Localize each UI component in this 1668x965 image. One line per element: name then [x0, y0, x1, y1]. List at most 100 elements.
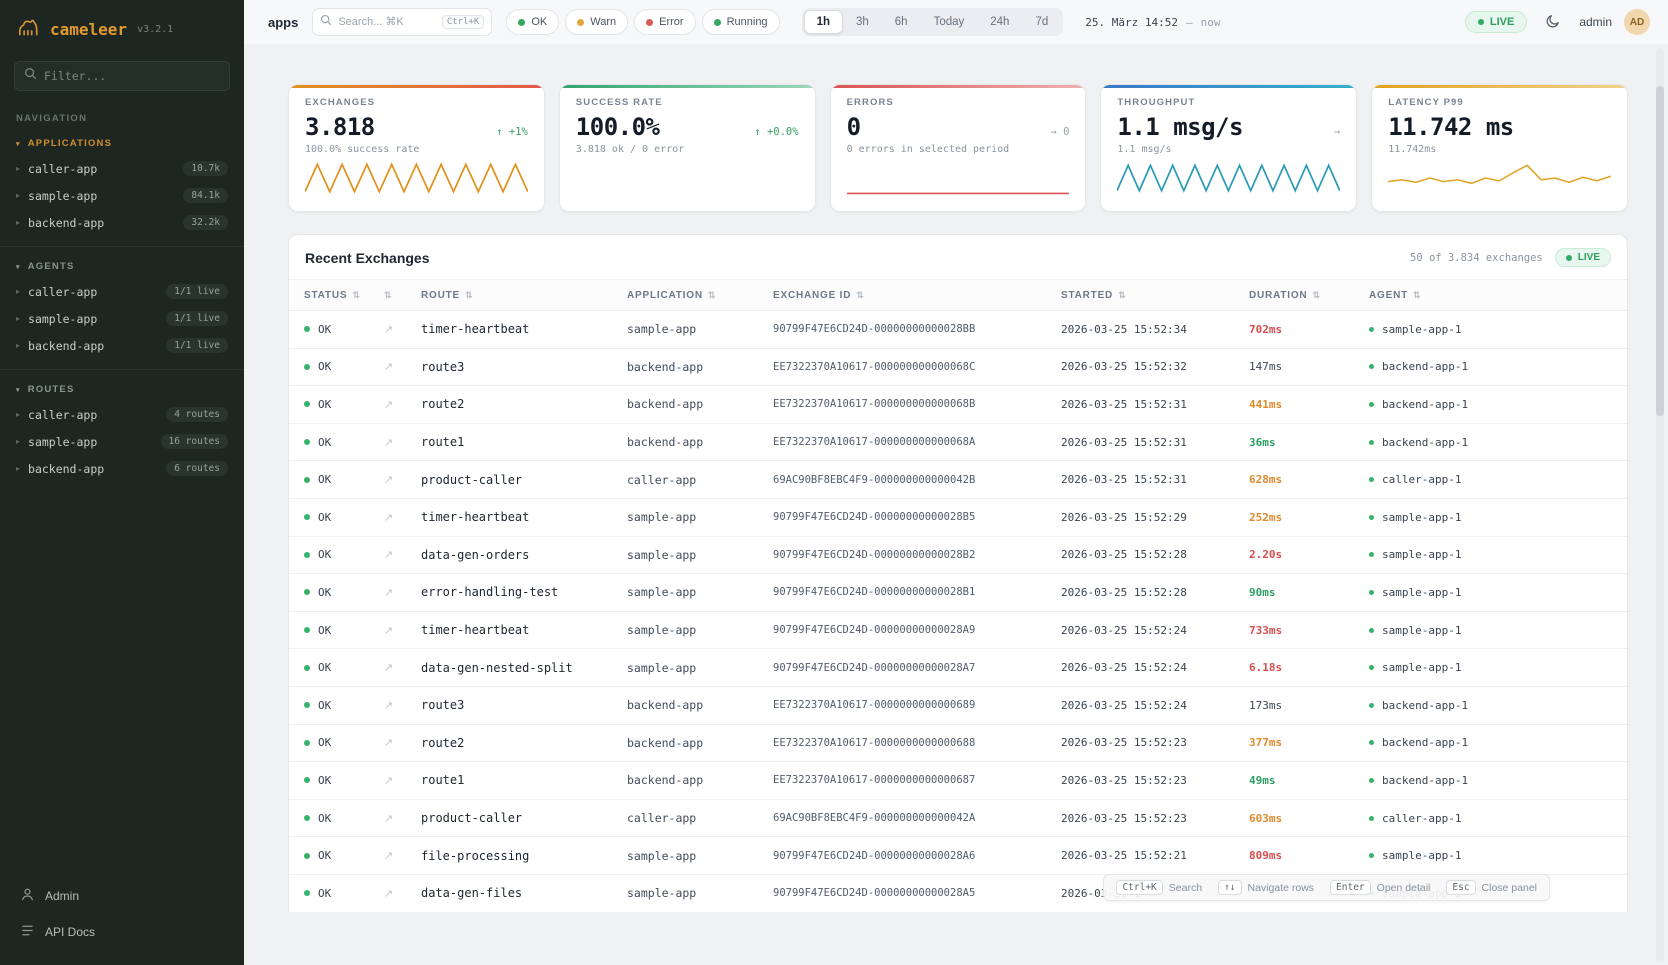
table-row[interactable]: OK↗route1backend-appEE7322370A10617-0000…: [289, 424, 1627, 462]
table-row[interactable]: OK↗product-callercaller-app69AC90BF8EBC4…: [289, 461, 1627, 499]
range-3h[interactable]: 3h: [843, 10, 882, 34]
exchange-id-cell: 90799F47E6CD24D-00000000000028A9: [773, 624, 1061, 636]
search-input[interactable]: [338, 16, 435, 28]
duration-cell: 733ms: [1249, 624, 1369, 637]
started-cell: 2026-03-25 15:52:29: [1061, 511, 1249, 524]
open-row-icon[interactable]: ↗: [384, 360, 421, 373]
main-area: apps Ctrl+K OKWarnErrorRunning 1h3h6hTod…: [244, 0, 1668, 965]
table-row[interactable]: OK↗timer-heartbeatsample-app90799F47E6CD…: [289, 311, 1627, 349]
open-row-icon[interactable]: ↗: [384, 849, 421, 862]
sidebar-item-backend-app[interactable]: ▸backend-app32.2k: [8, 209, 236, 236]
column-header-agent[interactable]: AGENT⇅: [1369, 290, 1627, 301]
sidebar-item-backend-app[interactable]: ▸backend-app6 routes: [8, 455, 236, 482]
sidebar-filter[interactable]: [14, 61, 230, 91]
sidebar-item-admin[interactable]: Admin: [12, 879, 232, 913]
table-row[interactable]: OK↗error-handling-testsample-app90799F47…: [289, 574, 1627, 612]
status-ok-dot-icon: [304, 853, 310, 859]
scrollbar-thumb[interactable]: [1656, 86, 1664, 416]
avatar[interactable]: AD: [1624, 9, 1650, 35]
panel-live-toggle[interactable]: LIVE: [1555, 248, 1611, 267]
date-range[interactable]: 25. März 14:52 — now: [1085, 16, 1220, 29]
open-row-icon[interactable]: ↗: [384, 699, 421, 712]
open-row-icon[interactable]: ↗: [384, 511, 421, 524]
sidebar-item-sample-app[interactable]: ▸sample-app16 routes: [8, 428, 236, 455]
started-cell: 2026-03-25 15:52:31: [1061, 473, 1249, 486]
sidebar-section-title[interactable]: ▾ROUTES: [8, 380, 236, 401]
app-name: cameleer: [50, 20, 127, 39]
table-row[interactable]: OK↗timer-heartbeatsample-app90799F47E6CD…: [289, 612, 1627, 650]
route-cell: product-caller: [421, 473, 627, 487]
duration-cell: 628ms: [1249, 473, 1369, 486]
card-trend: ↑ +0.0%: [754, 126, 798, 138]
scrollbar-track[interactable]: [1656, 48, 1664, 961]
sidebar-item-caller-app[interactable]: ▸caller-app1/1 live: [8, 278, 236, 305]
table-row[interactable]: OK↗route2backend-appEE7322370A10617-0000…: [289, 725, 1627, 763]
range-7d[interactable]: 7d: [1022, 10, 1061, 34]
column-header-route[interactable]: ROUTE⇅: [421, 290, 627, 301]
live-toggle[interactable]: LIVE: [1465, 11, 1527, 33]
table-row[interactable]: OK↗data-gen-orderssample-app90799F47E6CD…: [289, 537, 1627, 575]
agent-cell: backend-app-1: [1369, 699, 1627, 712]
open-row-icon[interactable]: ↗: [384, 586, 421, 599]
range-today[interactable]: Today: [921, 10, 978, 34]
range-24h[interactable]: 24h: [977, 10, 1022, 34]
duration-cell: 147ms: [1249, 360, 1369, 373]
status-ok-dot-icon: [304, 702, 310, 708]
table-row[interactable]: OK↗route3backend-appEE7322370A10617-0000…: [289, 349, 1627, 387]
app-version: v3.2.1: [137, 24, 173, 35]
card-value: 11.742 ms: [1388, 113, 1514, 141]
duration-cell: 603ms: [1249, 812, 1369, 825]
filter-chip-error[interactable]: Error: [634, 9, 695, 35]
table-row[interactable]: OK↗product-callercaller-app69AC90BF8EBC4…: [289, 800, 1627, 838]
open-row-icon[interactable]: ↗: [384, 398, 421, 411]
sidebar-item-caller-app[interactable]: ▸caller-app10.7k: [8, 155, 236, 182]
global-search[interactable]: Ctrl+K: [312, 8, 492, 36]
filter-chip-ok[interactable]: OK: [506, 9, 559, 35]
column-header-exchange-id[interactable]: EXCHANGE ID⇅: [773, 290, 1061, 301]
filter-chip-warn[interactable]: Warn: [565, 9, 628, 35]
sidebar-section-title[interactable]: ▾AGENTS: [8, 257, 236, 278]
column-header-application[interactable]: APPLICATION⇅: [627, 290, 773, 301]
dark-mode-toggle[interactable]: [1539, 8, 1567, 36]
table-row[interactable]: OK↗route2backend-appEE7322370A10617-0000…: [289, 386, 1627, 424]
sidebar-item-caller-app[interactable]: ▸caller-app4 routes: [8, 401, 236, 428]
navigation-label: NAVIGATION: [0, 101, 244, 126]
agent-live-dot-icon: [1369, 778, 1374, 783]
open-row-icon[interactable]: ↗: [384, 436, 421, 449]
table-row[interactable]: OK↗data-gen-nested-splitsample-app90799F…: [289, 649, 1627, 687]
open-row-icon[interactable]: ↗: [384, 323, 421, 336]
sidebar-item-backend-app[interactable]: ▸backend-app1/1 live: [8, 332, 236, 359]
column-header-started[interactable]: STARTED⇅: [1061, 290, 1249, 301]
sidebar-section-title[interactable]: ▾APPLICATIONS: [8, 134, 236, 155]
range-1h[interactable]: 1h: [804, 10, 843, 34]
open-row-icon[interactable]: ↗: [384, 887, 421, 900]
open-row-icon[interactable]: ↗: [384, 548, 421, 561]
open-row-icon[interactable]: ↗: [384, 812, 421, 825]
filter-input[interactable]: [44, 69, 220, 83]
sidebar-item-sample-app[interactable]: ▸sample-app84.1k: [8, 182, 236, 209]
exchange-id-cell: 90799F47E6CD24D-00000000000028A5: [773, 887, 1061, 899]
column-header-duration[interactable]: DURATION⇅: [1249, 290, 1369, 301]
status-ok-dot-icon: [304, 364, 310, 370]
open-row-icon[interactable]: ↗: [384, 774, 421, 787]
sidebar-item-sample-app[interactable]: ▸sample-app1/1 live: [8, 305, 236, 332]
sidebar-sections: ▾APPLICATIONS▸caller-app10.7k▸sample-app…: [0, 126, 244, 488]
application-cell: sample-app: [627, 623, 773, 637]
exchange-id-cell: 90799F47E6CD24D-00000000000028A6: [773, 850, 1061, 862]
column-header-expand[interactable]: ⇅: [384, 290, 421, 301]
exchange-id-cell: EE7322370A10617-000000000000068B: [773, 398, 1061, 410]
application-cell: backend-app: [627, 360, 773, 374]
sidebar-item-badge: 84.1k: [183, 188, 228, 203]
sidebar-item-api-docs[interactable]: API Docs: [12, 915, 232, 949]
table-row[interactable]: OK↗file-processingsample-app90799F47E6CD…: [289, 837, 1627, 875]
open-row-icon[interactable]: ↗: [384, 473, 421, 486]
open-row-icon[interactable]: ↗: [384, 661, 421, 674]
filter-chip-running[interactable]: Running: [702, 9, 780, 35]
open-row-icon[interactable]: ↗: [384, 736, 421, 749]
range-6h[interactable]: 6h: [882, 10, 921, 34]
open-row-icon[interactable]: ↗: [384, 624, 421, 637]
table-row[interactable]: OK↗timer-heartbeatsample-app90799F47E6CD…: [289, 499, 1627, 537]
column-header-status[interactable]: STATUS⇅: [304, 290, 384, 301]
table-row[interactable]: OK↗route3backend-appEE7322370A10617-0000…: [289, 687, 1627, 725]
table-row[interactable]: OK↗route1backend-appEE7322370A10617-0000…: [289, 762, 1627, 800]
